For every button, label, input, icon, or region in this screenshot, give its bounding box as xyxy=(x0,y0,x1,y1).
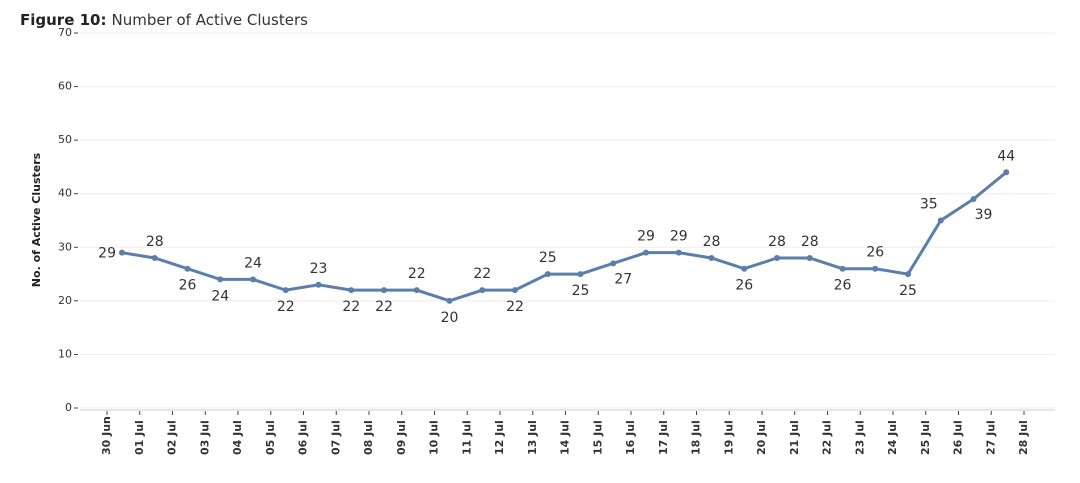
x-tick-label: 25 Jul xyxy=(919,420,932,455)
data-label: 28 xyxy=(703,234,721,250)
x-tick-label: 18 Jul xyxy=(690,420,703,455)
data-label: 23 xyxy=(310,261,328,277)
data-point xyxy=(446,297,453,304)
x-tick-label: 08 Jul xyxy=(362,420,375,455)
x-tick-label: 27 Jul xyxy=(984,420,997,455)
data-label: 29 xyxy=(98,246,116,262)
x-tick-label: 13 Jul xyxy=(526,420,539,455)
x-tick-label: 21 Jul xyxy=(788,420,801,455)
data-point xyxy=(151,255,158,261)
data-point xyxy=(806,255,813,261)
x-tick-label: 22 Jul xyxy=(821,420,834,455)
data-point xyxy=(970,196,977,203)
data-point xyxy=(184,265,191,272)
x-tick-label: 03 Jul xyxy=(198,420,211,455)
x-tick-label: 09 Jul xyxy=(395,420,408,455)
data-label: 22 xyxy=(408,266,426,282)
y-tick-label: 10 xyxy=(58,347,72,360)
x-tick-label: 15 Jul xyxy=(591,420,604,455)
chart-title: Figure 10: Number of Active Clusters xyxy=(20,11,308,29)
data-label: 22 xyxy=(342,299,360,315)
title-prefix: Figure 10: xyxy=(20,11,106,29)
data-label: 22 xyxy=(506,299,524,315)
y-tick-label: 70 xyxy=(58,26,72,39)
data-label: 22 xyxy=(473,266,491,282)
x-tick-label: 14 Jul xyxy=(559,420,572,455)
x-tick-label: 05 Jul xyxy=(264,420,277,455)
y-tick-label: 50 xyxy=(58,133,72,146)
data-label: 29 xyxy=(637,229,655,245)
data-point xyxy=(282,287,289,294)
data-label: 20 xyxy=(441,310,459,326)
data-label: 27 xyxy=(614,271,632,287)
y-tick-label: 30 xyxy=(58,240,72,253)
data-label: 29 xyxy=(670,229,688,245)
data-point xyxy=(643,249,649,256)
y-axis-label: No. of Active Clusters xyxy=(30,152,43,287)
data-point xyxy=(741,265,748,272)
data-label: 24 xyxy=(244,255,262,271)
data-label: 26 xyxy=(866,245,884,261)
data-point xyxy=(839,265,846,272)
title-text: Number of Active Clusters xyxy=(111,11,308,29)
data-label: 44 xyxy=(997,148,1015,164)
x-tick-label: 01 Jul xyxy=(133,420,146,455)
x-tick-label: 28 Jul xyxy=(1017,420,1030,455)
data-line xyxy=(121,171,1008,303)
data-label: 28 xyxy=(768,234,786,250)
x-tick-label: 17 Jul xyxy=(657,420,670,455)
data-label: 26 xyxy=(179,278,197,294)
data-point xyxy=(708,255,715,261)
data-point xyxy=(577,271,584,278)
x-tick-label: 19 Jul xyxy=(722,420,735,455)
data-label: 25 xyxy=(899,283,917,299)
data-point xyxy=(675,249,682,256)
data-point xyxy=(315,281,322,288)
data-point xyxy=(937,217,944,224)
y-tick-label: 60 xyxy=(58,80,72,93)
x-tick-label: 07 Jul xyxy=(329,420,342,455)
x-tick-label: 11 Jul xyxy=(460,420,473,455)
x-tick-label: 12 Jul xyxy=(493,420,506,455)
data-point xyxy=(119,249,125,256)
data-label: 28 xyxy=(801,234,819,250)
data-point xyxy=(1003,169,1010,176)
data-label: 35 xyxy=(920,197,938,213)
x-tick-label: 20 Jul xyxy=(755,420,768,455)
x-tick-label: 30 Jun xyxy=(100,416,113,455)
data-label: 28 xyxy=(146,234,164,250)
data-point xyxy=(250,276,256,283)
data-point xyxy=(610,260,617,267)
data-point xyxy=(774,255,780,261)
data-label: 26 xyxy=(834,278,852,294)
data-label: 39 xyxy=(975,207,993,223)
data-point xyxy=(905,271,911,278)
y-tick-label: 20 xyxy=(58,294,72,307)
x-tick-label: 16 Jul xyxy=(624,420,637,455)
data-label: 22 xyxy=(375,299,393,315)
x-tick-label: 23 Jul xyxy=(853,420,866,455)
data-point xyxy=(348,287,355,294)
x-tick-label: 02 Jul xyxy=(166,420,179,455)
y-tick-label: 0 xyxy=(65,401,72,414)
data-point xyxy=(479,287,486,294)
x-tick-label: 04 Jul xyxy=(231,420,244,455)
x-tick-label: 10 Jul xyxy=(428,420,441,455)
data-point xyxy=(872,265,879,272)
data-label: 25 xyxy=(539,250,557,266)
data-point xyxy=(413,287,420,294)
data-point xyxy=(512,287,518,294)
data-point xyxy=(217,276,224,283)
x-tick-label: 24 Jul xyxy=(886,420,899,455)
data-label: 25 xyxy=(572,283,590,299)
x-tick-label: 06 Jul xyxy=(297,420,310,455)
data-point xyxy=(381,287,387,294)
data-label: 24 xyxy=(211,288,229,304)
y-tick-label: 40 xyxy=(58,187,72,200)
x-tick-label: 26 Jul xyxy=(952,420,965,455)
data-point xyxy=(544,271,551,278)
data-label: 26 xyxy=(735,278,753,294)
data-label: 22 xyxy=(277,299,295,315)
